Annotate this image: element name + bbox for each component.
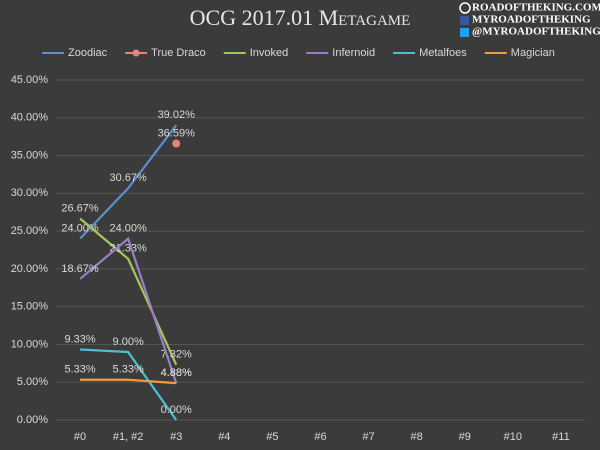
- legend-label: Zoodiac: [68, 47, 108, 59]
- data-label: 4.88%: [161, 367, 192, 379]
- x-tick-label: #6: [314, 431, 326, 443]
- logo-icon: [459, 2, 471, 14]
- y-tick-label: 20.00%: [11, 263, 49, 275]
- legend-label: Invoked: [250, 47, 289, 59]
- x-tick-label: #5: [266, 431, 278, 443]
- data-label: 26.67%: [61, 202, 99, 214]
- y-tick-label: 15.00%: [11, 301, 49, 313]
- y-tick-label: 10.00%: [11, 338, 49, 350]
- data-label: 18.67%: [61, 263, 99, 275]
- x-tick-label: #9: [459, 431, 471, 443]
- legend-label: True Draco: [151, 47, 206, 59]
- data-label: 9.00%: [113, 336, 144, 348]
- x-tick-label: #8: [411, 431, 423, 443]
- legend-marker: [132, 49, 140, 57]
- y-tick-label: 45.00%: [11, 74, 49, 86]
- series-line: [79, 236, 178, 384]
- series-line: [79, 217, 178, 366]
- brand-twitter: @MYROADOFTHEKING: [472, 26, 600, 38]
- x-tick-label: #11: [552, 431, 570, 443]
- x-tick-label: #10: [504, 431, 522, 443]
- twitter-icon: [460, 28, 469, 37]
- y-tick-label: 30.00%: [11, 187, 49, 199]
- legend-label: Infernoid: [332, 47, 375, 59]
- legend-label: Magician: [511, 47, 555, 59]
- data-label: 4.88%: [161, 367, 192, 379]
- x-tick-label: #1, #2: [113, 431, 144, 443]
- chart-title: OCG 2017.01 Metagame: [190, 5, 411, 30]
- y-tick-label: 5.00%: [17, 376, 48, 388]
- brand-site: ROADOFTHEKING.COM: [472, 2, 600, 14]
- data-label: 36.59%: [158, 127, 196, 139]
- legend-label: Metalfoes: [419, 47, 467, 59]
- series-line: [79, 124, 178, 240]
- y-tick-label: 0.00%: [17, 414, 48, 426]
- data-label: 5.33%: [64, 364, 95, 376]
- x-tick-label: #4: [218, 431, 230, 443]
- y-tick-label: 40.00%: [11, 112, 49, 124]
- x-tick-label: #0: [74, 431, 86, 443]
- data-label: 24.00%: [109, 223, 147, 235]
- x-tick-label: #7: [362, 431, 374, 443]
- series-line: [79, 348, 178, 421]
- data-label: 30.67%: [109, 172, 147, 184]
- data-label: 39.02%: [158, 109, 196, 121]
- series-point: [172, 139, 181, 148]
- y-tick-label: 35.00%: [11, 149, 49, 161]
- series-line: [80, 378, 177, 385]
- x-tick-label: #3: [170, 431, 182, 443]
- brand-facebook: MYROADOFTHEKING: [472, 14, 591, 26]
- data-label: 9.33%: [64, 333, 95, 345]
- data-label: 0.00%: [161, 404, 192, 416]
- facebook-icon: [460, 16, 469, 25]
- y-tick-label: 25.00%: [11, 225, 49, 237]
- data-label: 5.33%: [113, 364, 144, 376]
